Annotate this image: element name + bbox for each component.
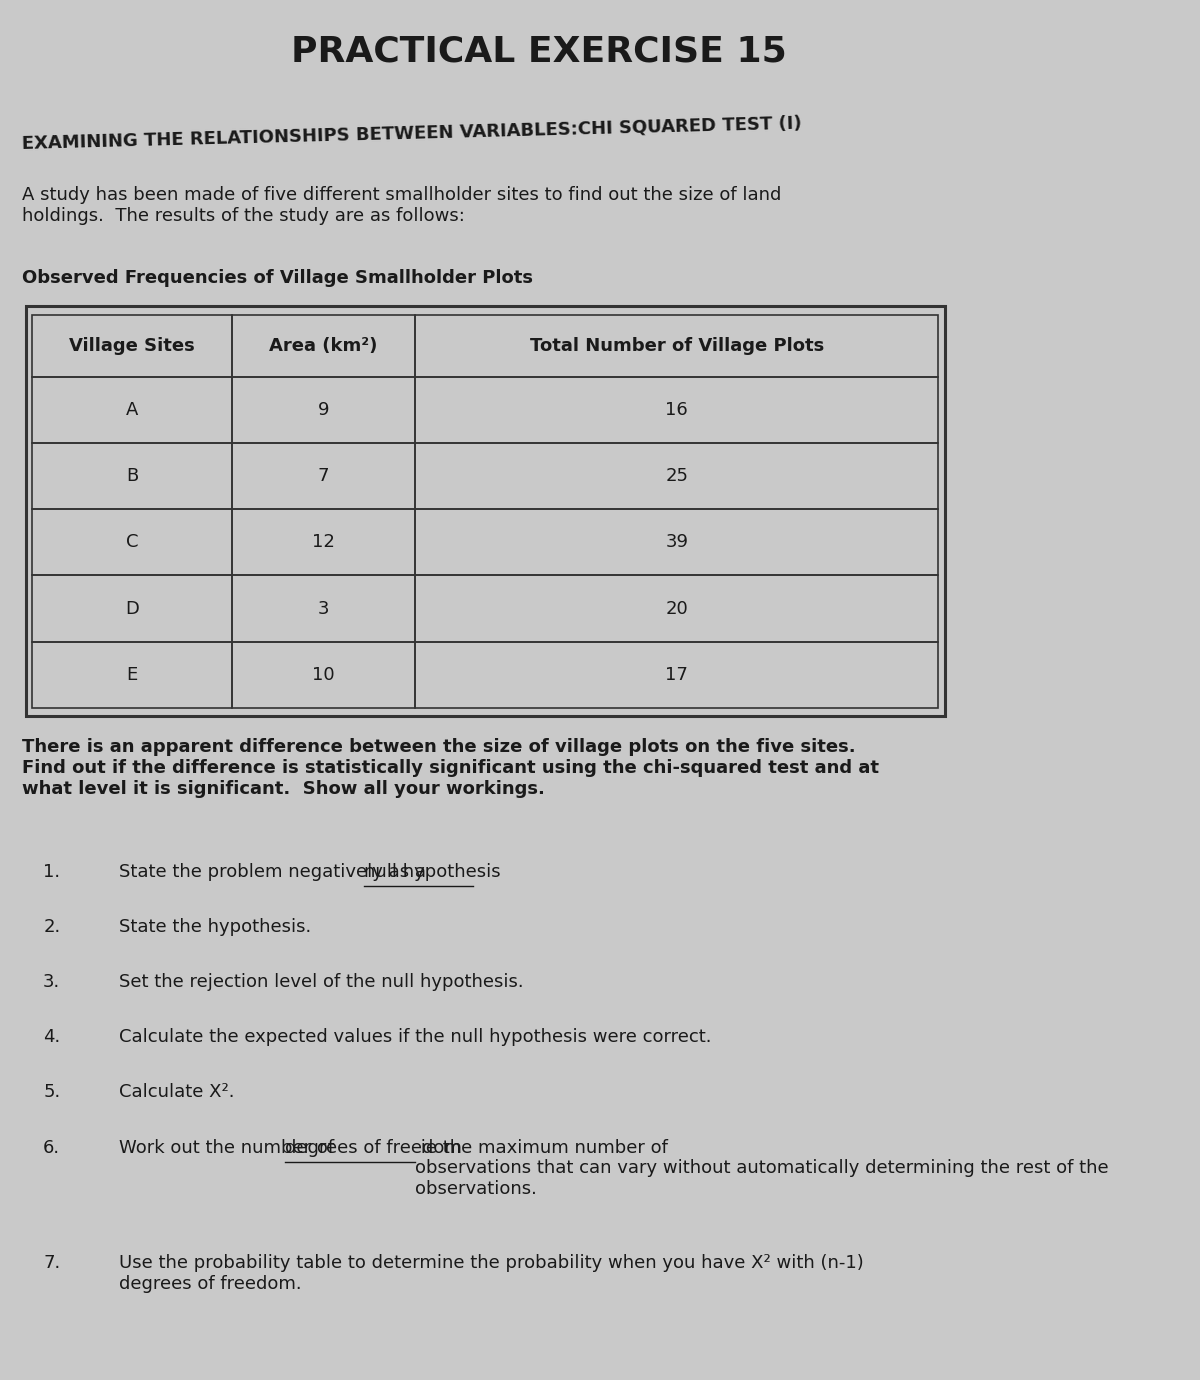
Text: 17: 17 xyxy=(665,665,689,684)
Text: 9: 9 xyxy=(318,400,329,420)
Text: Calculate the expected values if the null hypothesis were correct.: Calculate the expected values if the nul… xyxy=(119,1028,712,1046)
Bar xyxy=(26,306,944,716)
Bar xyxy=(232,443,415,509)
Text: 3.: 3. xyxy=(43,973,60,991)
Text: 6.: 6. xyxy=(43,1138,60,1156)
Text: Work out the number of: Work out the number of xyxy=(119,1138,340,1156)
Bar xyxy=(32,509,232,575)
Bar xyxy=(415,377,938,443)
Bar xyxy=(32,377,232,443)
Bar xyxy=(415,575,938,642)
Text: 10: 10 xyxy=(312,665,335,684)
Text: 5.: 5. xyxy=(43,1083,60,1101)
Text: 25: 25 xyxy=(665,466,689,486)
Text: 3: 3 xyxy=(318,599,329,618)
Text: Set the rejection level of the null hypothesis.: Set the rejection level of the null hypo… xyxy=(119,973,523,991)
Bar xyxy=(232,642,415,708)
Text: Total Number of Village Plots: Total Number of Village Plots xyxy=(529,337,824,355)
Text: 7.: 7. xyxy=(43,1254,60,1272)
Bar xyxy=(232,315,415,377)
Text: State the hypothesis.: State the hypothesis. xyxy=(119,918,311,936)
Text: degrees of freedom: degrees of freedom xyxy=(284,1138,462,1156)
Bar xyxy=(232,377,415,443)
Bar xyxy=(415,642,938,708)
Text: E: E xyxy=(126,665,138,684)
Bar xyxy=(32,315,232,377)
Text: 1.: 1. xyxy=(43,862,60,880)
Text: C: C xyxy=(126,533,138,552)
Text: Village Sites: Village Sites xyxy=(70,337,196,355)
Bar xyxy=(415,443,938,509)
Text: Area (km²): Area (km²) xyxy=(269,337,378,355)
Text: 39: 39 xyxy=(665,533,689,552)
Text: ie the maximum number of
observations that can vary without automatically determ: ie the maximum number of observations th… xyxy=(415,1138,1109,1198)
Text: 4.: 4. xyxy=(43,1028,60,1046)
Text: PRACTICAL EXERCISE 15: PRACTICAL EXERCISE 15 xyxy=(292,34,787,69)
Text: null hypothesis: null hypothesis xyxy=(365,862,500,880)
Bar xyxy=(415,315,938,377)
Text: D: D xyxy=(125,599,139,618)
Text: 2.: 2. xyxy=(43,918,60,936)
Bar xyxy=(32,443,232,509)
Bar xyxy=(32,575,232,642)
Text: A: A xyxy=(126,400,138,420)
Bar xyxy=(415,509,938,575)
Text: Use the probability table to determine the probability when you have X² with (n-: Use the probability table to determine t… xyxy=(119,1254,863,1293)
Text: 20: 20 xyxy=(666,599,688,618)
Text: 12: 12 xyxy=(312,533,335,552)
Text: 7: 7 xyxy=(318,466,329,486)
Text: A study has been made of five different smallholder sites to find out the size o: A study has been made of five different … xyxy=(22,186,781,225)
Text: Observed Frequencies of Village Smallholder Plots: Observed Frequencies of Village Smallhol… xyxy=(22,269,533,287)
Text: State the problem negatively as a: State the problem negatively as a xyxy=(119,862,431,880)
Text: B: B xyxy=(126,466,138,486)
Text: EXAMINING THE RELATIONSHIPS BETWEEN VARIABLES:CHI SQUARED TEST (I): EXAMINING THE RELATIONSHIPS BETWEEN VARI… xyxy=(22,115,802,153)
Bar xyxy=(32,642,232,708)
Bar xyxy=(232,575,415,642)
Text: Calculate X².: Calculate X². xyxy=(119,1083,234,1101)
Text: There is an apparent difference between the size of village plots on the five si: There is an apparent difference between … xyxy=(22,738,878,798)
Text: 16: 16 xyxy=(666,400,688,420)
Bar xyxy=(232,509,415,575)
